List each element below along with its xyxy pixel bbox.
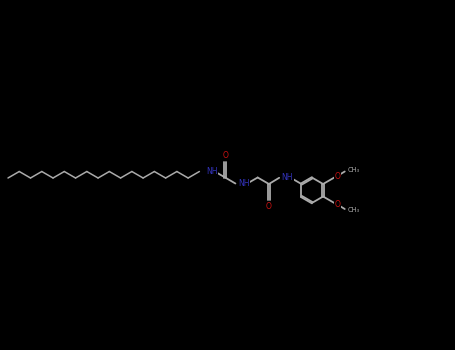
Text: CH₃: CH₃ bbox=[348, 208, 360, 214]
Text: O: O bbox=[266, 202, 272, 211]
Text: O: O bbox=[334, 172, 340, 181]
Text: O: O bbox=[334, 200, 340, 209]
Text: NH: NH bbox=[238, 180, 249, 189]
Text: NH: NH bbox=[207, 167, 218, 175]
Text: CH₃: CH₃ bbox=[348, 167, 360, 173]
Text: O: O bbox=[222, 150, 228, 160]
Text: NH: NH bbox=[282, 173, 293, 182]
